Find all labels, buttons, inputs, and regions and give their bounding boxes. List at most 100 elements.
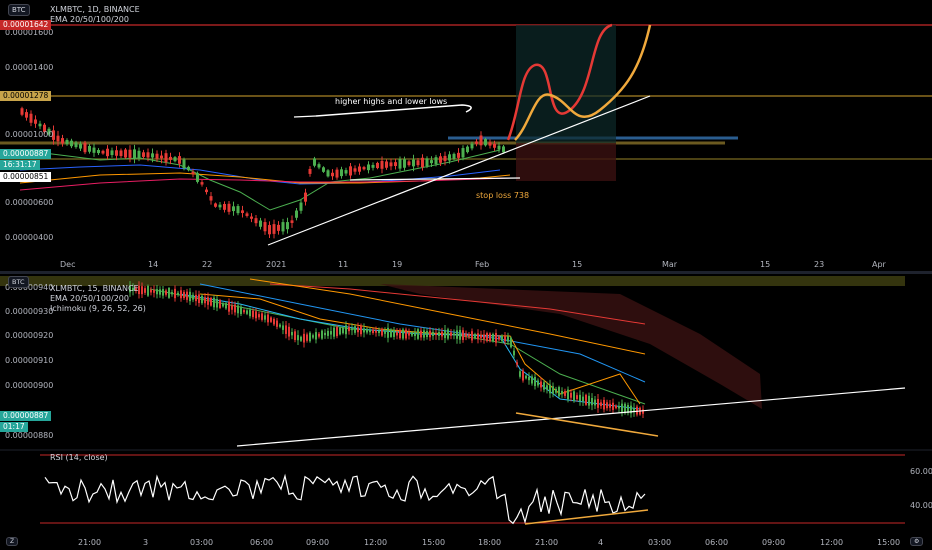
- pane-divider[interactable]: [0, 271, 932, 274]
- candle-body: [444, 329, 446, 339]
- price-label: 0.00000920: [5, 331, 53, 340]
- candle-body: [591, 397, 593, 406]
- candle-body: [236, 206, 240, 214]
- bull-projection-orange[interactable]: [514, 24, 652, 141]
- legend-title[interactable]: XLMBTC, 1D, BINANCE: [50, 5, 140, 14]
- candle-body: [216, 298, 218, 308]
- rsi-legend: RSI (14, close): [50, 453, 108, 463]
- rising-support-trendline[interactable]: [236, 387, 906, 447]
- candle-body: [74, 142, 78, 148]
- legend-indicator[interactable]: EMA 20/50/100/200: [50, 15, 129, 24]
- candle-body: [168, 288, 170, 298]
- time-label: Apr: [872, 260, 887, 269]
- candle-body: [443, 155, 447, 162]
- candle-body: [135, 288, 137, 291]
- candle-body: [477, 333, 479, 340]
- candle-body: [522, 370, 524, 381]
- target-zone-box[interactable]: [516, 25, 616, 143]
- daily-chart-canvas[interactable]: 0.00001600 0.00001400 0.00001000 0.00000…: [0, 0, 932, 271]
- candle-body: [237, 305, 239, 314]
- rsi-line: [44, 473, 646, 525]
- daily-chart-pane[interactable]: 0.00001600 0.00001400 0.00001000 0.00000…: [0, 0, 932, 271]
- candle-body: [456, 330, 458, 339]
- candle-body: [448, 154, 451, 161]
- falling-channel-line[interactable]: [515, 412, 659, 437]
- stop-loss-annotation[interactable]: stop loss 738: [476, 191, 530, 200]
- candle-body: [56, 135, 60, 142]
- candle-body: [110, 150, 114, 156]
- candle-body: [146, 152, 150, 158]
- candle-body: [156, 289, 158, 295]
- candle-body: [20, 108, 24, 115]
- time-axis: 21:00 3 03:00 06:00 09:00 12:00 15:00 18…: [78, 538, 900, 547]
- candle-body: [174, 288, 176, 299]
- candle-body: [627, 404, 629, 413]
- intraday-chart-canvas[interactable]: 0.00000940 0.00000930 0.00000920 0.00000…: [0, 274, 932, 550]
- candle-body: [222, 303, 224, 307]
- candle-body: [205, 189, 208, 193]
- time-axis: Dec 14 22 2021 11 19 Feb 15 Mar 15 23 Ap…: [60, 260, 887, 269]
- candle-body: [207, 297, 209, 305]
- symbol-button[interactable]: BTC: [8, 276, 29, 288]
- time-label: 14: [148, 260, 158, 269]
- candle-body: [300, 336, 302, 341]
- candle-body: [272, 224, 276, 234]
- candle-body: [327, 330, 329, 336]
- legend-ichimoku[interactable]: Ichimoku (9, 26, 52, 26): [50, 304, 146, 313]
- candle-body: [492, 333, 494, 342]
- candle-body: [138, 285, 140, 295]
- hh-line-left[interactable]: [293, 115, 317, 118]
- hh-arrow[interactable]: [315, 104, 472, 117]
- candle-body: [201, 295, 203, 304]
- legend-title[interactable]: XLMBTC, 15, BINANCE: [50, 284, 139, 293]
- candle-body: [543, 382, 545, 390]
- candle-body: [504, 335, 506, 342]
- legend-indicator[interactable]: EMA 20/50/100/200: [50, 294, 129, 303]
- bottom-legend: XLMBTC, 15, BINANCE EMA 20/50/100/200 Ic…: [50, 284, 146, 314]
- candle-body: [597, 398, 599, 408]
- stop-loss-line[interactable]: [349, 177, 521, 181]
- candle-body: [474, 334, 476, 339]
- candle-body: [462, 330, 464, 340]
- candle-body: [182, 159, 186, 169]
- candle-body: [528, 376, 530, 381]
- settings-gear-icon[interactable]: ⚙: [910, 537, 924, 546]
- candle-body: [434, 157, 438, 165]
- candle-body: [137, 150, 141, 158]
- resistance-band[interactable]: [0, 276, 905, 286]
- rising-trendline[interactable]: [267, 95, 651, 246]
- candle-body: [264, 315, 266, 320]
- candle-body: [398, 159, 402, 169]
- countdown-badge: 01:17: [0, 422, 28, 432]
- rsi-legend-label[interactable]: RSI (14, close): [50, 453, 108, 462]
- candle-body: [195, 294, 197, 302]
- candle-body: [303, 333, 305, 343]
- time-label: 09:00: [306, 538, 329, 547]
- ema-50-line: [19, 164, 501, 185]
- candle-body: [250, 216, 253, 219]
- candle-body: [344, 170, 348, 174]
- candle-body: [609, 403, 611, 408]
- candle-body: [507, 336, 509, 342]
- candle-body: [268, 225, 271, 235]
- z-icon[interactable]: Z: [6, 537, 19, 546]
- candle-body: [624, 403, 626, 414]
- candle-body: [489, 333, 491, 342]
- candle-body: [213, 297, 215, 308]
- stop-zone-box[interactable]: [516, 143, 616, 181]
- candle-body: [150, 289, 152, 293]
- symbol-button[interactable]: BTC: [8, 4, 30, 16]
- candle-body: [243, 310, 245, 313]
- candle-body: [466, 146, 469, 153]
- intraday-chart-pane[interactable]: 0.00000940 0.00000930 0.00000920 0.00000…: [0, 274, 932, 550]
- candle-body: [432, 331, 434, 337]
- candle-body: [279, 324, 281, 327]
- candle-body: [263, 222, 267, 232]
- time-label: 03:00: [648, 538, 671, 547]
- candle-body: [378, 330, 380, 334]
- higher-highs-annotation[interactable]: higher highs and lower lows: [335, 97, 448, 106]
- current-price-badge: 0.00000887: [0, 411, 52, 421]
- rsi-divergence-line[interactable]: [524, 509, 649, 525]
- candle-body: [642, 409, 644, 414]
- candle-body: [141, 286, 143, 295]
